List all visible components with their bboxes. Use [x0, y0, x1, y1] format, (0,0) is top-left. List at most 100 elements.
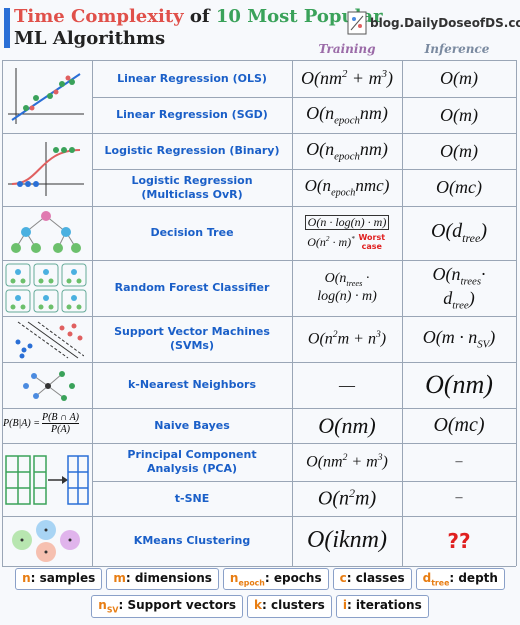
legend-desc: : depth [449, 571, 498, 585]
legend-desc: : classes [346, 571, 405, 585]
legend-var: dtree [423, 571, 450, 587]
title-part: 10 Most Popular [215, 6, 383, 27]
formula: O(nm2 + m3) [306, 452, 388, 472]
cell: O(m) [402, 60, 516, 97]
subscript: epoch [334, 114, 360, 127]
text: d [443, 288, 453, 308]
legend-item: dtree: depth [415, 568, 505, 591]
formula-line: O(dtree) [431, 220, 487, 246]
rule [2, 316, 516, 317]
text: O(d [431, 220, 463, 243]
formula: O(nepochnm) [306, 139, 388, 163]
cell: Naive Bayes [92, 408, 292, 443]
legend-item: k: clusters [247, 595, 332, 618]
formula: O(m) [440, 141, 478, 162]
formula-line: O(n2 · m)* [307, 235, 355, 250]
superscript: * [351, 234, 355, 243]
cell: O(n2m + n3) [292, 316, 402, 362]
text: k [254, 598, 262, 613]
text: O(m) [440, 104, 478, 125]
rule [402, 60, 403, 566]
text: m [113, 571, 126, 585]
subscript: trees [346, 279, 363, 289]
bayes-lhs: P(B|A) = [3, 418, 40, 429]
cell: O(m · nSV) [402, 316, 516, 362]
legend-row: n: samples m: dimensions nepoch: epochs c: … [0, 568, 520, 591]
formula-line: O(nepochnmc) [305, 176, 390, 199]
legend-desc: : clusters [262, 598, 325, 613]
formula: O(nm) [425, 370, 493, 400]
title-part: of [183, 6, 216, 27]
legend-desc: : epochs [264, 571, 322, 585]
algorithm-name: (Multiclass OvR) [141, 187, 243, 201]
algorithm-name: Analysis (PCA) [146, 462, 238, 475]
text: · m) [329, 234, 352, 249]
formula-line: O(mc) [433, 414, 484, 437]
legend-var: k [254, 598, 262, 612]
cell: O(nm) [402, 362, 516, 408]
rule [92, 97, 516, 98]
legend-var: c [340, 571, 347, 585]
rule [92, 481, 516, 482]
legend-var: nSV [98, 598, 118, 614]
note: Worst case [358, 233, 386, 252]
rule [92, 60, 93, 566]
text: O(mc) [433, 414, 485, 436]
formula-line: O(m) [440, 105, 478, 126]
text: nm) [359, 103, 388, 123]
legend-item: n: samples [15, 568, 103, 591]
text: – [455, 453, 463, 469]
legend-item: m: dimensions [106, 568, 219, 591]
cell: O(dtree) [402, 206, 516, 260]
text: O(iknm) [307, 527, 387, 554]
text: nmc) [355, 175, 390, 195]
text: ) [480, 220, 487, 243]
icon-linear [8, 68, 84, 124]
cell: O(ntrees · log(n) · m) [292, 260, 402, 316]
formula-line: O(nm) [318, 413, 375, 438]
formula-line: O(n2m + n3) [308, 329, 386, 349]
cell: ?? [402, 516, 516, 566]
worst-row: O(n2 · m)* Worst case [307, 233, 387, 251]
text: + m [347, 68, 382, 89]
rule [2, 566, 516, 567]
text: i [342, 598, 347, 613]
rule [2, 408, 516, 409]
formula-line: O(nm2 + m3) [301, 68, 393, 89]
formula-line: – [456, 454, 463, 470]
algorithm-name: Linear Regression (SGD) [116, 108, 268, 121]
cell: O(mc) [402, 169, 516, 206]
formula: O(dtree) [431, 220, 487, 246]
text: O(n [307, 330, 333, 348]
formula: ?? [447, 529, 470, 553]
formula: O(m · nSV) [423, 327, 496, 351]
legend-var: m [113, 571, 126, 585]
formula: O(mc) [436, 177, 482, 198]
column-header: Inference [424, 42, 490, 56]
cell: O(nepochnmc) [292, 169, 402, 206]
formula: O(m) [440, 105, 478, 126]
text: O(nm [306, 453, 343, 471]
legend-desc: : dimensions [125, 571, 212, 585]
cell: Support Vector Machines (SVMs) [92, 316, 292, 362]
legend-desc: : Support vectors [118, 598, 237, 613]
text: O(n [304, 175, 332, 195]
text: d [422, 571, 432, 585]
formula: O(nepochnmc) [305, 176, 390, 199]
formula-line: O(m) [440, 141, 478, 162]
cell: Random Forest Classifier [92, 260, 292, 316]
legend-desc: : samples [30, 571, 96, 585]
formula-line: O(nepochnm) [306, 139, 388, 163]
legend-row: nSV: Support vectors k: clusters i: iterat… [0, 595, 520, 618]
icon-knn [23, 371, 75, 401]
text: ) [489, 327, 496, 347]
cell: t-SNE [92, 481, 292, 516]
legend-item: c: classes [332, 568, 412, 591]
algorithm-name: Random Forest Classifier [114, 281, 270, 294]
text: O(m) [440, 68, 478, 89]
algorithm-name: Decision Tree [150, 226, 234, 239]
rule [2, 60, 516, 61]
superscript: 3 [375, 329, 381, 341]
